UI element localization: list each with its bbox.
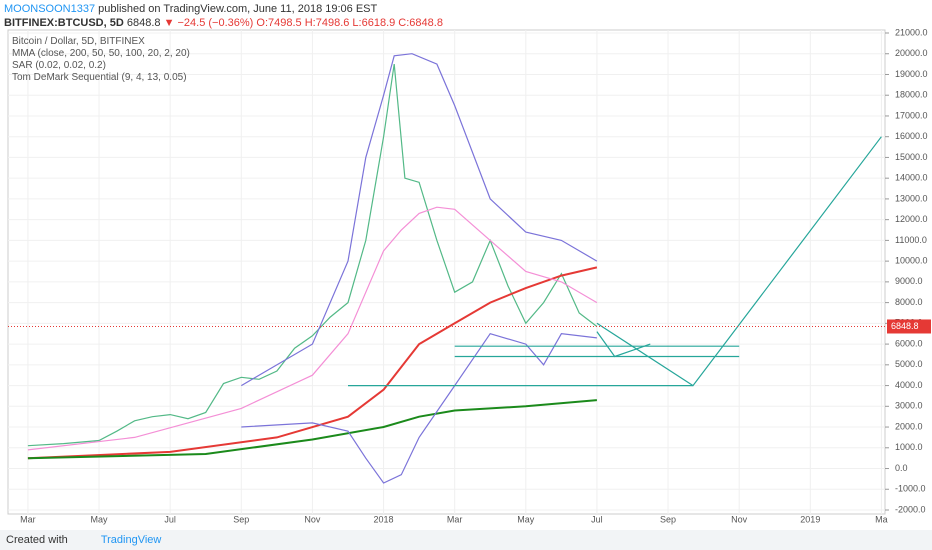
plot-border [7,29,886,515]
y-tick-label: 20000.0 [895,48,928,58]
created: Created with [6,534,68,546]
y-tick-label: 11000.0 [895,235,927,245]
series-line [241,333,597,484]
y-tick-label: 15000.0 [895,152,928,162]
chart: -2000.0 -1000.0 0.0 1000.0 2000.0 3000.0 4000.… [7,27,931,524]
y-tick-label: 3000.0 [895,401,923,411]
symbol: BITFINEX:BTCUSD, 5D [4,17,124,29]
x-tick-label: Sep [660,514,676,524]
x-tick-label: Sep [233,514,249,524]
y-tick-label: 2000.0 [895,421,923,431]
x-tick-label: Ma [875,514,888,524]
footer: Created with TradingView [0,530,932,550]
series-line [27,206,598,451]
y-tick-label: 6000.0 [895,338,923,348]
legend: Bitcoin / Dollar, 5D, BITFINEX MMA (clos… [12,36,190,84]
legend-item: SAR (0.02, 0.02, 0.2) [12,60,106,71]
y-tick-label: 0.0 [895,463,908,473]
x-tick-label: Nov [304,514,321,524]
y-tick-label: 5000.0 [895,359,923,369]
legend-item: MMA (close, 200, 50, 50, 100, 20, 2, 20) [12,48,190,59]
y-tick-label: 21000.0 [895,27,928,37]
y-tick-label: 18000.0 [895,90,928,100]
y-tick-label: 9000.0 [895,276,923,286]
y-tick-label: 10000.0 [895,256,928,266]
y-tick-label: 14000.0 [895,173,928,183]
change: ▼ −24.5 (−0.36%) [163,17,254,29]
brand[interactable]: TradingView [100,534,162,546]
x-tick-label: 2018 [374,514,394,524]
price: 6848.8 [126,17,161,29]
series-line [240,53,598,387]
last-price-box [887,319,931,334]
last-price-label: 6848.8 [891,321,919,331]
series-line [27,399,597,460]
y-tick-label: -1000.0 [895,484,926,494]
author[interactable]: MOONSOON1337 [4,3,96,15]
y-tick-label: 8000.0 [895,297,923,307]
y-tick-label: 17000.0 [895,110,928,120]
x-tick-label: May [517,514,535,524]
x-tick-label: May [91,514,109,524]
y-tick-label: -2000.0 [895,504,926,514]
legend-item: Bitcoin / Dollar, 5D, BITFINEX [12,36,145,47]
y-tick-label: 12000.0 [895,214,928,224]
y-tick-label: 19000.0 [895,69,928,79]
legend-item: Tom DeMark Sequential (9, 4, 13, 0.05) [12,72,187,83]
y-tick-label: 13000.0 [895,193,928,203]
x-tick-label: 2019 [800,514,820,524]
y-tick-label: 16000.0 [895,131,928,141]
x-tick-label: Nov [731,514,748,524]
series-line [27,266,598,460]
x-tick-label: Mar [20,514,36,524]
x-tick-label: Mar [447,514,463,524]
x-tick-label: Jul [591,514,603,524]
x-tick-label: Jul [164,514,176,524]
published: published on TradingView.com, June 11, 2… [98,3,378,15]
y-tick-label: 1000.0 [895,442,923,452]
ohlc: O:7498.5 H:7498.6 L:6618.9 C:6848.8 [256,17,443,29]
series-line [27,64,598,447]
header: MOONSOON1337 published on TradingView.co… [4,2,443,30]
y-tick-label: 4000.0 [895,380,923,390]
